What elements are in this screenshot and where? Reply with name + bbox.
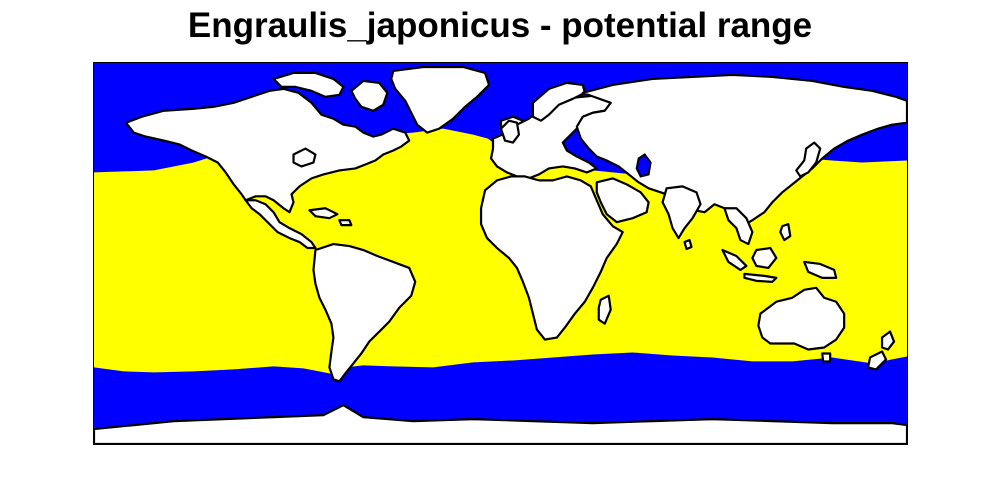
land-antarctica <box>94 404 907 444</box>
land-sumatra <box>721 248 748 272</box>
land-north-america <box>124 87 411 214</box>
land-greenland <box>390 65 491 134</box>
map-title: Engraulis_japonicus - potential range <box>187 6 813 45</box>
world-map <box>94 63 907 444</box>
land-india <box>661 185 702 240</box>
land-madagascar <box>597 294 612 325</box>
land-great-britain <box>499 119 521 144</box>
map-frame <box>93 62 908 445</box>
land-arctic-canada <box>272 71 345 98</box>
land-scandinavia <box>531 81 586 122</box>
land-arabia <box>595 177 650 224</box>
land-indochina <box>723 207 754 246</box>
land-central-america <box>244 199 317 250</box>
land-new-guinea <box>803 260 838 279</box>
land-south-america <box>312 242 417 383</box>
land-new-zealand-south <box>866 350 888 371</box>
land-africa <box>479 175 624 341</box>
land-australia <box>757 286 846 351</box>
land-hudson-bay-islands <box>292 147 317 168</box>
land-hispaniola <box>338 219 353 227</box>
land-sri-lanka <box>683 238 693 251</box>
land-asia <box>575 73 907 228</box>
land-tasmania <box>821 352 832 363</box>
land-java <box>743 272 778 283</box>
land-new-zealand-north <box>880 330 896 351</box>
caspian-sea <box>635 153 652 178</box>
land-cuba <box>308 207 339 220</box>
land-philippines <box>779 223 792 242</box>
land-baffin <box>350 79 389 112</box>
land-borneo <box>751 246 778 270</box>
land-japan <box>795 141 822 178</box>
